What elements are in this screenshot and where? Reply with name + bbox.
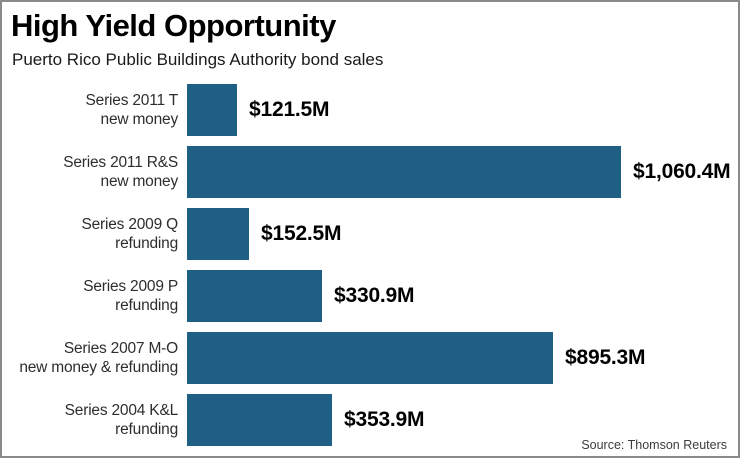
value-label: $330.9M (334, 284, 415, 307)
value-label: $353.9M (344, 408, 425, 431)
bar-row: Series 2009 Q refunding $152.5M (2, 208, 738, 260)
bar (187, 208, 249, 260)
category-label: Series 2011 T new money (2, 91, 179, 129)
category-line-2: new money & refunding (19, 359, 178, 376)
bar-row: Series 2004 K&L refunding $353.9M (2, 394, 738, 446)
chart-header: High Yield Opportunity Puerto Rico Publi… (2, 2, 738, 71)
value-label: $1,060.4M (633, 160, 731, 183)
category-line-1: Series 2011 T (85, 92, 179, 109)
value-label: $121.5M (249, 98, 330, 121)
category-line-1: Series 2009 Q (81, 216, 179, 233)
bar (187, 332, 553, 384)
category-line-2: new money (100, 111, 179, 128)
chart-subtitle: Puerto Rico Public Buildings Authority b… (12, 50, 384, 69)
category-line-1: Series 2004 K&L (64, 402, 179, 419)
bar-row: Series 2009 P refunding $330.9M (2, 270, 738, 322)
category-line-2: refunding (115, 421, 178, 438)
value-label: $895.3M (565, 346, 646, 369)
category-line-2: refunding (115, 297, 178, 314)
value-label: $152.5M (261, 222, 342, 245)
bar-row: Series 2011 R&S new money $1,060.4M (2, 146, 738, 198)
category-label: Series 2007 M-O new money & refunding (2, 339, 178, 377)
category-label: Series 2011 R&S new money (2, 153, 178, 191)
category-line-2: new money (100, 173, 179, 190)
bar-row: Series 2011 T new money $121.5M (2, 84, 738, 136)
bar (187, 270, 322, 322)
chart-title: High Yield Opportunity (11, 8, 336, 43)
bar (187, 146, 621, 198)
category-line-1: Series 2009 P (83, 278, 178, 295)
category-label: Series 2009 Q refunding (2, 215, 179, 253)
bar (187, 394, 332, 446)
bar (187, 84, 237, 136)
category-line-1: Series 2011 R&S (63, 154, 178, 171)
bar-chart: Series 2011 T new money $121.5M Series 2… (2, 84, 738, 446)
category-line-1: Series 2007 M-O (63, 340, 178, 357)
bar-row: Series 2007 M-O new money & refunding $8… (2, 332, 738, 384)
category-label: Series 2004 K&L refunding (2, 401, 179, 439)
category-line-2: refunding (115, 235, 178, 252)
category-label: Series 2009 P refunding (2, 277, 178, 315)
source-credit: Source: Thomson Reuters (581, 438, 727, 452)
